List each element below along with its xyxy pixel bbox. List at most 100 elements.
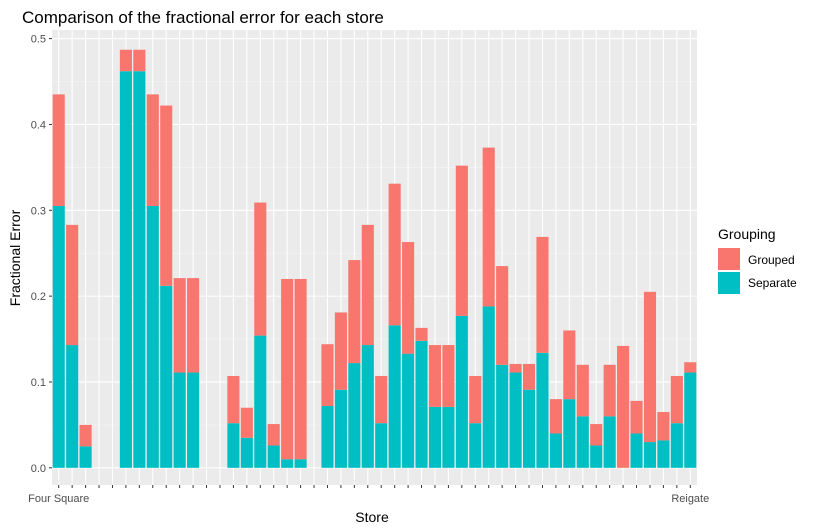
bar-separate: [160, 285, 173, 468]
bar-grouped: [590, 424, 603, 446]
bar-grouped: [402, 242, 415, 354]
bar-grouped: [415, 327, 428, 341]
bar-separate: [428, 406, 442, 468]
bar-separate: [455, 315, 468, 468]
bar-separate: [576, 416, 589, 468]
bar-separate: [361, 345, 374, 468]
bar-separate: [52, 205, 65, 468]
x-tick-label-first: Four Square: [28, 493, 89, 505]
bar-separate: [348, 363, 361, 468]
y-tick-label: 0.4: [31, 119, 46, 131]
bar-grouped: [294, 278, 307, 460]
legend-swatch-separate: [718, 272, 740, 294]
bar-grouped: [630, 400, 643, 434]
bar-grouped: [321, 344, 334, 407]
bar-separate: [267, 445, 280, 468]
bar-grouped: [643, 291, 657, 443]
y-tick-label: 0.5: [31, 34, 46, 46]
bar-grouped: [549, 399, 562, 434]
bar-grouped: [469, 375, 482, 424]
bar-grouped: [187, 278, 200, 373]
bar-separate: [496, 364, 509, 468]
bar-separate: [321, 406, 334, 468]
bar-grouped: [455, 165, 468, 316]
bar-grouped: [428, 345, 442, 407]
bars: [52, 49, 697, 468]
legend-label-separate: Separate: [748, 276, 797, 290]
bar-grouped: [670, 375, 683, 424]
bar-separate: [469, 423, 482, 468]
bar-grouped: [240, 407, 253, 438]
bar-separate: [522, 389, 536, 468]
y-tick-label: 0.1: [31, 377, 46, 389]
bar-separate: [146, 205, 159, 468]
bar-separate: [630, 433, 643, 468]
bar-separate: [187, 372, 200, 468]
bar-grouped: [66, 224, 79, 346]
y-tick-label: 0.0: [31, 463, 46, 475]
y-tick-label: 0.2: [31, 291, 46, 303]
bar-grouped: [617, 345, 630, 468]
bar-separate: [415, 340, 428, 468]
legend: Grouping Grouped Separate: [718, 226, 797, 294]
bar-separate: [482, 306, 495, 468]
bar-grouped: [509, 363, 522, 373]
bar-grouped: [160, 105, 173, 286]
bar-grouped: [348, 260, 361, 364]
y-tick-label: 0.3: [31, 205, 46, 217]
bar-grouped: [227, 375, 240, 424]
bar-separate: [402, 353, 415, 468]
bar-separate: [509, 372, 522, 468]
bar-separate: [66, 345, 79, 468]
bar-grouped: [684, 362, 697, 373]
legend-title: Grouping: [718, 226, 776, 242]
bar-grouped: [563, 330, 576, 400]
bar-separate: [657, 440, 670, 468]
bar-separate: [240, 437, 253, 468]
bar-grouped: [657, 412, 670, 441]
legend-label-grouped: Grouped: [748, 253, 795, 267]
bar-grouped: [388, 183, 401, 326]
bar-grouped: [52, 94, 65, 206]
bar-grouped: [133, 49, 146, 72]
legend-swatch-grouped: [718, 248, 740, 270]
bar-separate: [388, 325, 401, 468]
bar-grouped: [254, 202, 267, 336]
bar-separate: [536, 352, 549, 468]
bar-separate: [173, 372, 186, 468]
bar-separate: [549, 433, 562, 468]
bar-separate: [119, 71, 132, 468]
bar-separate: [643, 442, 657, 468]
bar-grouped: [79, 424, 92, 447]
bar-grouped: [375, 375, 388, 424]
bar-separate: [590, 445, 603, 468]
y-axis-title: Fractional Error: [7, 209, 23, 306]
bar-grouped: [442, 345, 455, 407]
y-axis: 0.0 0.1 0.2 0.3 0.4 0.5: [31, 34, 52, 475]
bar-separate: [334, 389, 347, 468]
chart-title: Comparison of the fractional error for e…: [22, 8, 384, 27]
bar-separate: [254, 335, 267, 468]
bar-grouped: [482, 147, 495, 307]
x-axis: Four Square Reigate: [28, 485, 709, 505]
x-tick-label-last: Reigate: [671, 493, 709, 505]
bar-separate: [442, 406, 455, 468]
bar-separate: [294, 459, 307, 468]
bar-grouped: [522, 363, 536, 390]
bar-grouped: [361, 224, 374, 346]
bar-separate: [603, 416, 616, 468]
bar-grouped: [267, 424, 280, 446]
bar-separate: [133, 71, 146, 468]
bar-grouped: [576, 364, 589, 417]
bar-separate: [563, 399, 576, 468]
plot-panel: [52, 30, 697, 485]
bar-separate: [227, 423, 240, 468]
bar-grouped: [119, 49, 132, 72]
bar-grouped: [173, 278, 186, 373]
x-axis-title: Store: [355, 509, 389, 525]
bar-separate: [281, 459, 294, 468]
bar-separate: [79, 446, 92, 468]
bar-grouped: [536, 236, 549, 353]
bar-separate: [684, 372, 697, 468]
